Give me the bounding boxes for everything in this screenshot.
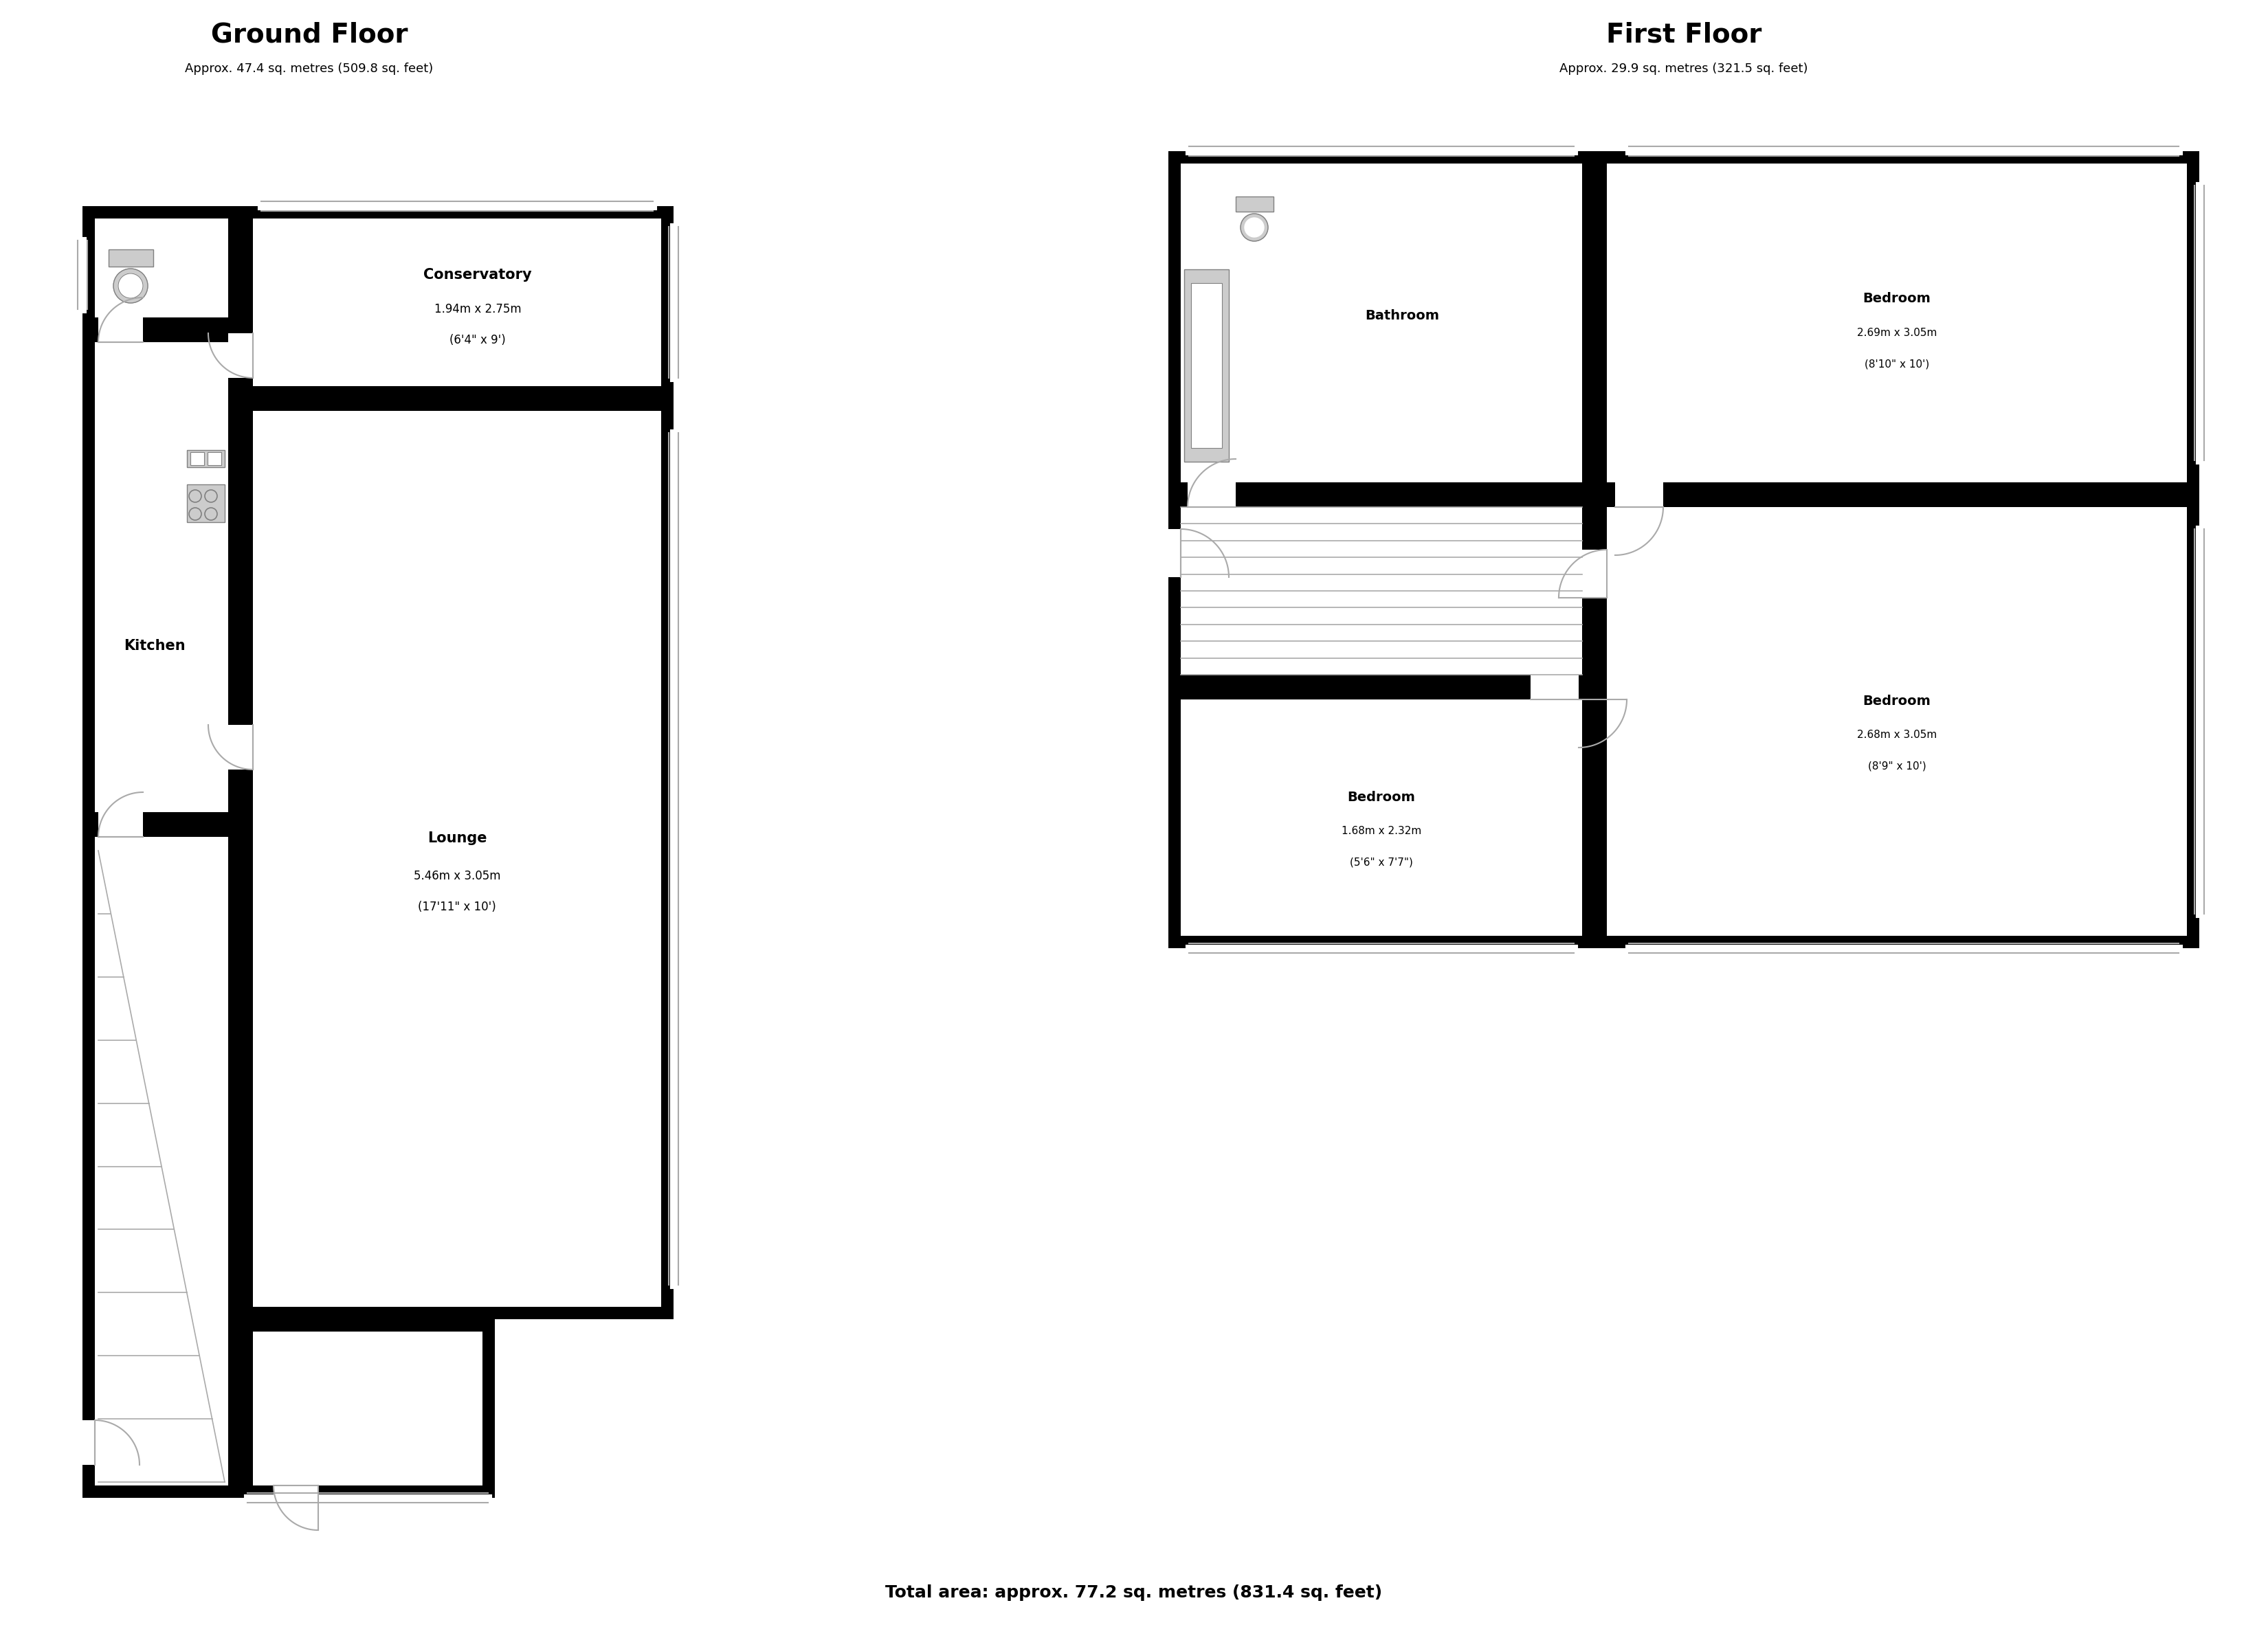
Bar xyxy=(209,452,222,465)
Bar xyxy=(95,836,229,1486)
Text: Ground Floor: Ground Floor xyxy=(211,21,408,48)
Bar xyxy=(1583,549,1606,597)
Text: 2.68m x 3.05m: 2.68m x 3.05m xyxy=(1857,731,1937,740)
Bar xyxy=(229,206,254,1497)
Bar xyxy=(1182,699,1583,935)
Bar xyxy=(254,1332,483,1486)
Text: (8'10" x 10'): (8'10" x 10') xyxy=(1864,359,1930,369)
Text: (8'9" x 10'): (8'9" x 10') xyxy=(1869,760,1926,772)
Bar xyxy=(1615,482,1662,508)
Text: 1.94m x 2.75m: 1.94m x 2.75m xyxy=(433,303,522,315)
Bar xyxy=(191,452,204,465)
Text: Conservatory: Conservatory xyxy=(424,267,531,282)
Bar xyxy=(95,341,229,811)
Circle shape xyxy=(118,274,143,298)
Bar xyxy=(186,485,225,523)
Bar xyxy=(95,218,229,317)
Text: Total area: approx. 77.2 sq. metres (831.4 sq. feet): Total area: approx. 77.2 sq. metres (831… xyxy=(885,1585,1383,1601)
Bar xyxy=(98,811,143,836)
Text: First Floor: First Floor xyxy=(1606,21,1762,48)
Bar xyxy=(82,206,674,1497)
Bar xyxy=(82,317,240,341)
Bar xyxy=(1184,269,1229,462)
Bar xyxy=(240,386,674,411)
Text: Kitchen: Kitchen xyxy=(125,638,186,653)
Bar xyxy=(254,218,662,386)
Bar xyxy=(1606,163,2186,482)
Bar xyxy=(82,811,240,836)
Bar xyxy=(274,1486,318,1510)
Bar xyxy=(494,1319,674,1497)
Text: Bedroom: Bedroom xyxy=(1862,694,1930,707)
Bar xyxy=(1606,506,2186,935)
Bar xyxy=(1191,284,1222,449)
Text: 2.69m x 3.05m: 2.69m x 3.05m xyxy=(1857,328,1937,338)
Bar xyxy=(98,317,143,341)
Circle shape xyxy=(1241,214,1268,241)
Circle shape xyxy=(113,269,147,303)
Text: Approx. 29.9 sq. metres (321.5 sq. feet): Approx. 29.9 sq. metres (321.5 sq. feet) xyxy=(1560,63,1808,74)
Text: Approx. 47.4 sq. metres (509.8 sq. feet): Approx. 47.4 sq. metres (509.8 sq. feet) xyxy=(186,63,433,74)
Bar xyxy=(1168,152,2200,948)
Bar xyxy=(109,249,154,267)
Text: 1.68m x 2.32m: 1.68m x 2.32m xyxy=(1340,826,1422,836)
Circle shape xyxy=(1245,218,1263,237)
Text: (6'4" x 9'): (6'4" x 9') xyxy=(449,333,506,346)
Text: 5.46m x 3.05m: 5.46m x 3.05m xyxy=(413,871,501,882)
Bar xyxy=(1182,163,1583,482)
Bar xyxy=(1168,674,1594,699)
Text: Bedroom: Bedroom xyxy=(1862,292,1930,305)
Bar xyxy=(1531,674,1579,699)
Bar xyxy=(229,333,254,378)
Bar xyxy=(70,1420,95,1464)
Bar xyxy=(186,450,225,467)
Text: Bedroom: Bedroom xyxy=(1347,790,1415,803)
Bar xyxy=(1157,529,1182,577)
Bar xyxy=(1188,482,1236,508)
Text: Bathroom: Bathroom xyxy=(1365,310,1440,323)
Bar xyxy=(1583,152,1606,948)
Bar xyxy=(1236,196,1275,211)
Bar xyxy=(1168,482,2200,508)
Text: (17'11" x 10'): (17'11" x 10') xyxy=(417,900,497,914)
Bar xyxy=(1182,508,1583,674)
Bar xyxy=(229,726,254,770)
Text: (5'6" x 7'7"): (5'6" x 7'7") xyxy=(1349,857,1413,867)
Text: Lounge: Lounge xyxy=(426,831,488,844)
Bar xyxy=(254,411,662,1306)
Bar xyxy=(240,1306,494,1332)
